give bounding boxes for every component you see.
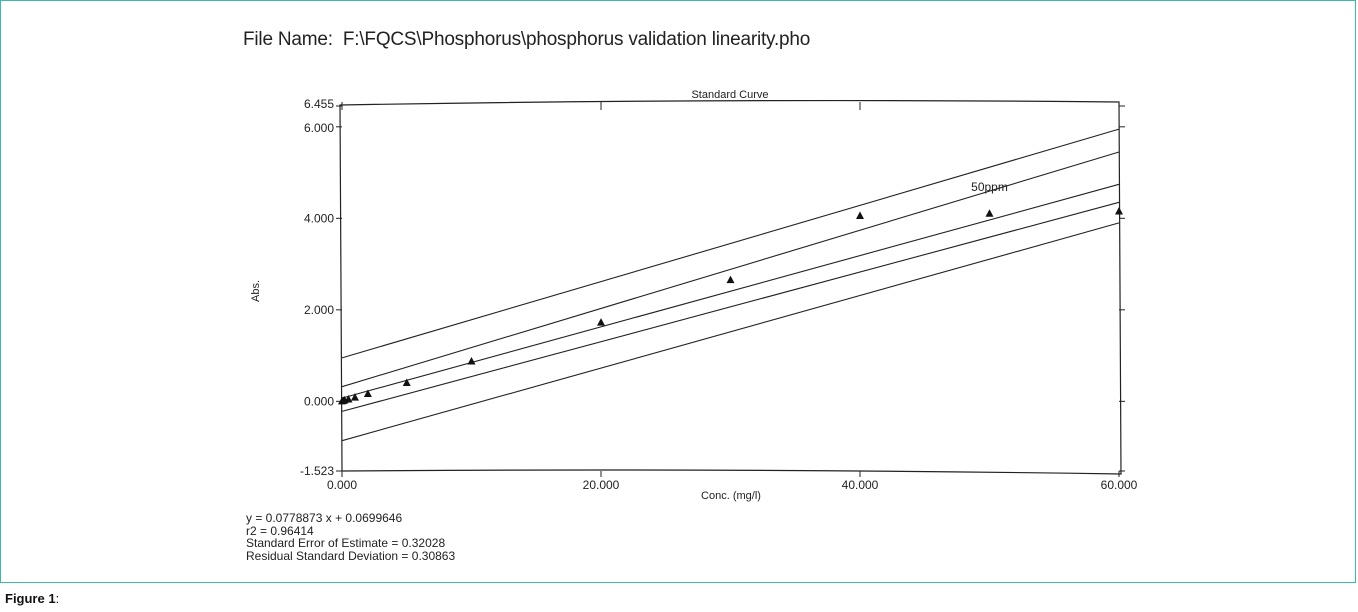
band-line-inner-lower: [341, 201, 1120, 412]
y-tick-labels: -1.523 0.000 2.000 4.000 6.000 6.455: [300, 97, 334, 478]
annotations: 50ppm: [971, 180, 1008, 194]
residual-std-dev: Residual Standard Deviation = 0.30863: [246, 548, 456, 563]
data-point: [597, 318, 605, 326]
plot-frame: [339, 99, 1122, 475]
data-point: [402, 378, 411, 387]
y-tick-label: -1.523: [300, 464, 334, 478]
y-tick-label: 2.000: [304, 303, 334, 317]
data-point: [985, 209, 994, 217]
chart-title: Standard Curve: [691, 89, 768, 101]
figure-caption-suffix: :: [55, 591, 60, 606]
band-lines: [341, 128, 1120, 442]
data-point: [344, 394, 353, 403]
y-axis-label: Abs.: [250, 280, 262, 302]
x-axis-label: Conc. (mg/l): [701, 490, 761, 502]
file-name-line: File Name: F:\FQCS\Phosphorus\phosphorus …: [243, 29, 810, 51]
data-point: [363, 389, 372, 398]
tick-marks: [336, 102, 1125, 477]
figure-caption: Figure 1:: [5, 591, 59, 606]
x-tick-labels: 0.000 20.000 40.000 60.000: [327, 478, 1138, 492]
data-point: [1115, 206, 1123, 215]
r-squared: r2 = 0.96414: [246, 523, 314, 538]
data-point: [350, 393, 359, 401]
regression-line: [341, 183, 1120, 399]
y-tick-label: 4.000: [304, 211, 334, 225]
y-tick-label: 0.000: [304, 394, 334, 408]
band-line-inner-upper: [341, 151, 1120, 388]
file-name-label: File Name:: [243, 29, 333, 50]
annotation-label: 50ppm: [971, 180, 1008, 194]
x-tick-label: 40.000: [842, 478, 879, 492]
data-point: [467, 357, 476, 365]
regression-stats: y = 0.0778873 x + 0.0699646 r2 = 0.96414…: [246, 512, 455, 562]
standard-error: Standard Error of Estimate = 0.32028: [246, 536, 446, 550]
data-point: [856, 211, 864, 220]
band-line-outer-lower: [341, 222, 1120, 442]
band-line-outer-upper: [341, 128, 1120, 359]
regression-equation: y = 0.0778873 x + 0.0699646: [246, 511, 403, 525]
data-point: [726, 275, 735, 284]
y-tick-label: 6.455: [304, 97, 334, 111]
x-tick-label: 0.000: [327, 478, 357, 492]
x-tick-label: 60.000: [1101, 478, 1138, 492]
x-tick-label: 20.000: [583, 478, 620, 492]
figure-label: Figure 1: [5, 591, 56, 606]
figure-frame: File Name: F:\FQCS\Phosphorus\phosphorus …: [0, 0, 1356, 583]
data-points: [338, 206, 1123, 405]
y-tick-label: 6.000: [304, 121, 334, 135]
standard-curve-chart: Standard Curve -1.5230.0002.0004.0006.00…: [250, 89, 1138, 502]
file-name-path: F:\FQCS\Phosphorus\phosphorus validation…: [342, 29, 811, 50]
